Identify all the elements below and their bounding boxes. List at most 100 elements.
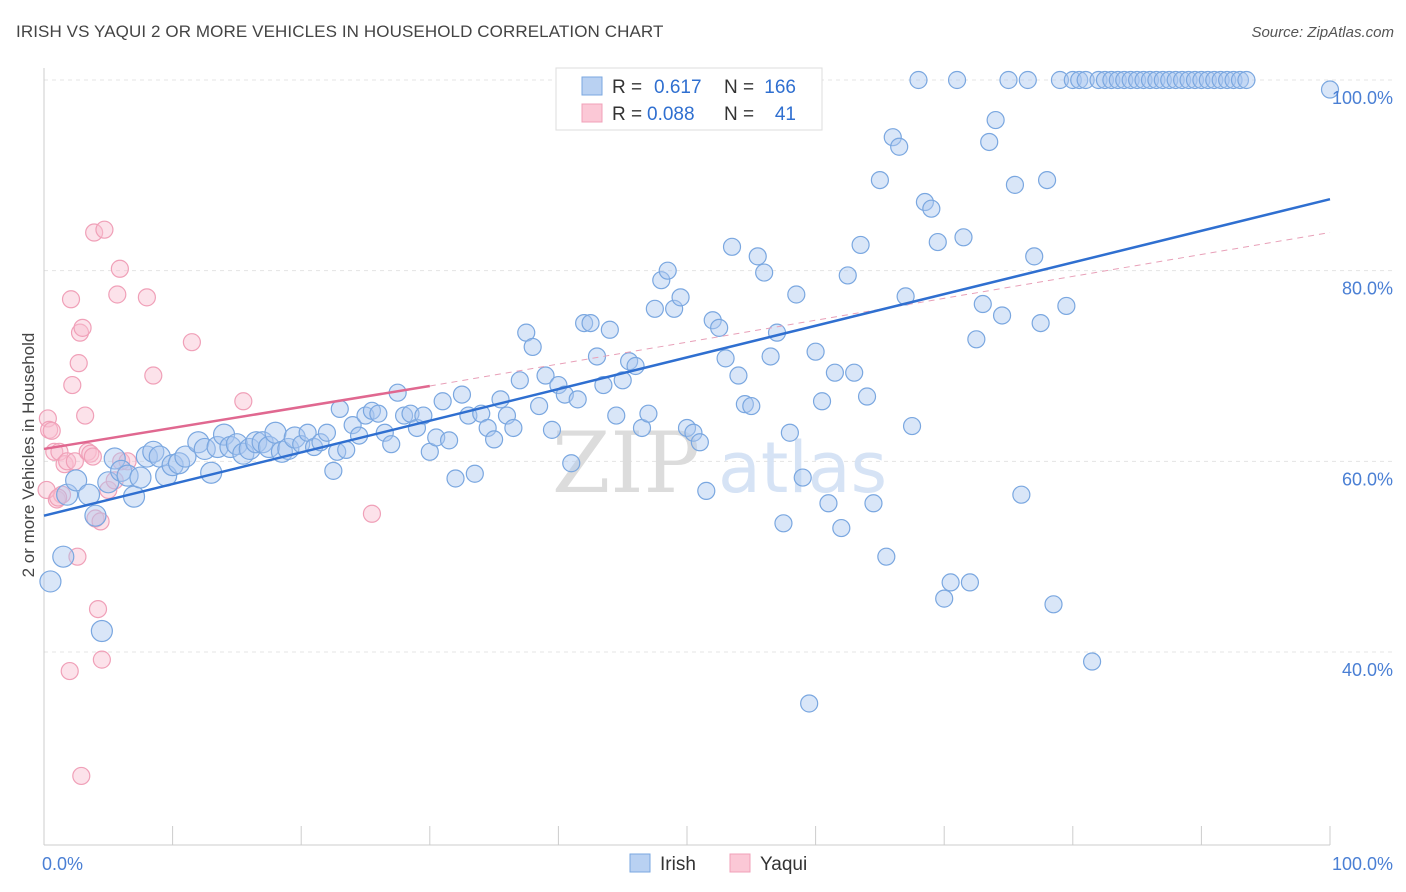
yaqui-point-30	[110, 259, 129, 278]
irish-point-40	[317, 423, 337, 442]
irish-point-117	[806, 342, 825, 361]
irish-point-132	[902, 416, 922, 436]
watermark-zip: ZIP	[552, 414, 700, 512]
irish-point-75	[536, 366, 555, 385]
irish-point-59	[433, 392, 452, 411]
irish-point-130	[890, 137, 909, 156]
yaqui-point-9	[60, 661, 79, 681]
irish-point-91	[639, 404, 658, 423]
irish-point-170	[1147, 70, 1166, 90]
irish-point-140	[954, 228, 973, 247]
irish-point-135	[922, 199, 941, 218]
irish-point-178	[1198, 70, 1217, 90]
irish-point-70	[504, 418, 523, 438]
legend-yaqui-r-value: 0.088	[647, 104, 695, 125]
irish-point-67	[485, 430, 504, 449]
source-label: Source: ZipAtlas.com	[1251, 24, 1394, 41]
irish-point-110	[761, 347, 780, 366]
irish-point-179	[1205, 70, 1224, 90]
x-tick-label-0: 0.0%	[42, 854, 83, 874]
irish-point-104	[722, 237, 742, 256]
irish-point-3	[65, 469, 88, 492]
irish-point-180	[1211, 70, 1230, 90]
irish-point-64	[465, 464, 484, 483]
irish-trend-line	[43, 197, 1331, 517]
irish-point-41	[324, 461, 343, 480]
irish-point-103	[716, 349, 735, 368]
y-tick-label-100: 100.0%	[1332, 88, 1393, 108]
yaqui-point-20	[83, 447, 102, 466]
yaqui-point-26	[95, 220, 114, 239]
irish-point-56	[414, 406, 433, 425]
irish-point-155	[1050, 70, 1070, 90]
irish-point-163	[1102, 70, 1121, 90]
irish-point-80	[568, 390, 587, 409]
irish-point-138	[941, 573, 960, 592]
legend-yaqui-r-label: R =	[612, 104, 642, 125]
yaqui-point-21	[85, 223, 104, 242]
yaqui-point-11	[63, 375, 82, 395]
yaqui-point-2	[42, 421, 61, 440]
irish-point-128	[877, 547, 896, 566]
irish-point-71	[510, 371, 529, 390]
irish-point-145	[986, 110, 1005, 130]
irish-point-184	[1237, 70, 1256, 90]
irish-point-169	[1140, 70, 1160, 90]
legend-irish-r-value: 0.617	[654, 77, 702, 98]
irish-point-82	[581, 314, 600, 333]
irish-point-126	[864, 494, 883, 513]
irish-point-5	[84, 504, 107, 527]
irish-point-139	[947, 70, 967, 90]
irish-point-51	[382, 435, 401, 454]
irish-point-151	[1025, 247, 1044, 266]
irish-point-181	[1218, 70, 1237, 90]
irish-point-176	[1185, 70, 1205, 90]
irish-point-76	[542, 420, 562, 439]
yaqui-point-14	[69, 354, 88, 373]
irish-point-165	[1115, 70, 1134, 90]
irish-point-141	[960, 573, 980, 592]
irish-point-120	[825, 363, 844, 382]
irish-point-182	[1224, 70, 1243, 90]
irish-point-185	[1320, 80, 1340, 99]
yaqui-point-34	[144, 366, 163, 385]
irish-point-133	[909, 70, 928, 90]
irish-point-0	[39, 570, 62, 593]
irish-point-114	[787, 285, 806, 304]
legend-irish-r-label: R =	[612, 77, 642, 98]
irish-point-29	[245, 431, 268, 454]
irish-point-156	[1057, 296, 1076, 316]
yaqui-point-29	[108, 285, 127, 304]
irish-point-149	[1012, 485, 1031, 504]
irish-point-53	[394, 406, 414, 425]
legend-irish-n-label: N =	[724, 77, 754, 98]
legend-yaqui-n-value: 41	[775, 104, 796, 125]
yaqui-point-15	[70, 323, 90, 342]
irish-point-153	[1037, 171, 1057, 190]
irish-point-160	[1082, 652, 1102, 671]
irish-point-45	[343, 416, 362, 435]
yaqui-point-35	[182, 333, 201, 352]
yaqui-point-19	[81, 444, 100, 463]
irish-point-28	[238, 437, 261, 461]
irish-point-124	[851, 235, 870, 255]
irish-point-109	[755, 263, 774, 282]
irish-point-171	[1153, 70, 1172, 90]
yaqui-point-22	[86, 509, 105, 528]
x-tick-label-100: 100.0%	[1332, 854, 1393, 874]
irish-point-134	[915, 192, 935, 212]
irish-point-122	[838, 266, 857, 285]
irish-point-87	[613, 371, 632, 390]
irish-point-106	[735, 395, 754, 414]
irish-point-146	[992, 306, 1012, 325]
irish-point-61	[446, 469, 465, 488]
irish-point-121	[832, 518, 851, 538]
irish-point-164	[1108, 70, 1127, 90]
irish-point-167	[1127, 70, 1147, 90]
bottom-legend-yaqui-label: Yaqui	[760, 854, 807, 875]
x-axis-ticks	[43, 826, 1331, 845]
irish-point-35	[283, 426, 306, 449]
irish-point-144	[980, 132, 999, 152]
irish-point-118	[812, 392, 832, 411]
yaqui-trend-line	[43, 384, 431, 451]
